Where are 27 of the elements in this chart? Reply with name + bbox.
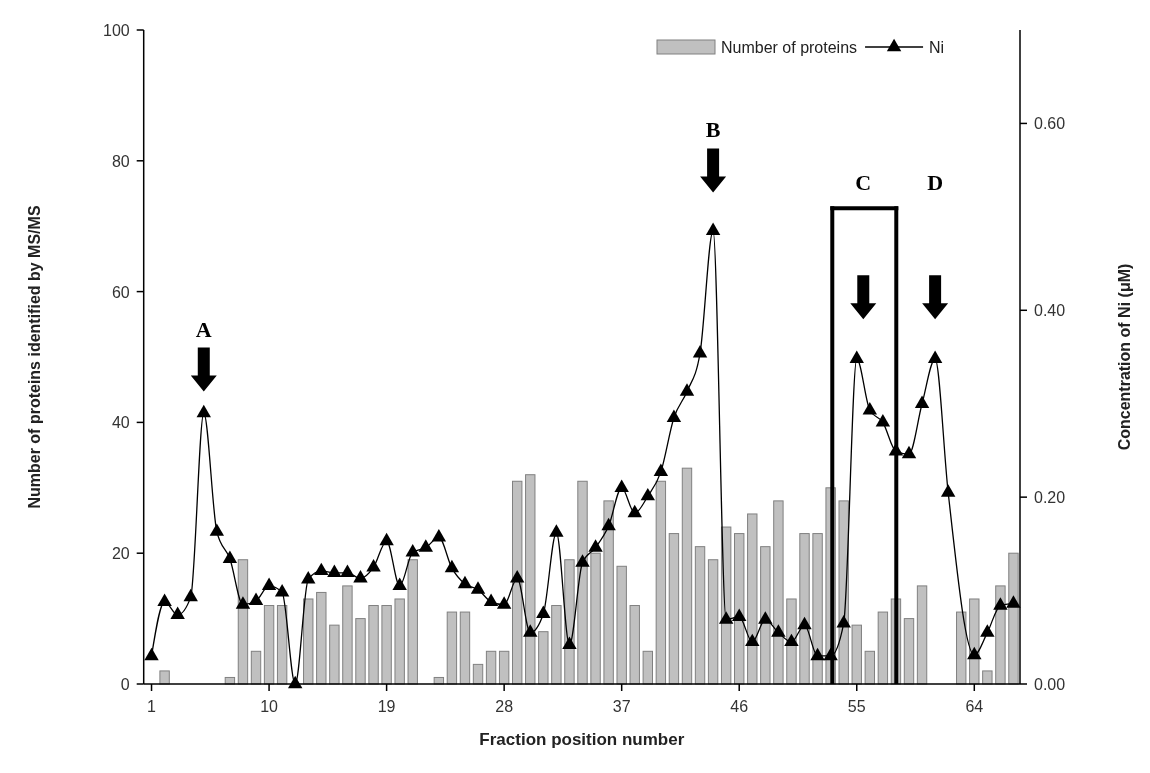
x-tick-label: 1 <box>147 698 157 715</box>
y-axis-title: Number of proteins identified by MS/MS <box>26 205 43 509</box>
x-axis-title: Fraction position number <box>479 730 685 749</box>
x-tick-label: 64 <box>965 698 984 715</box>
x-tick-label: 55 <box>847 698 866 715</box>
legend-label: Number of proteins <box>721 39 858 56</box>
annotation: A <box>195 317 212 343</box>
annotation: D <box>927 170 944 196</box>
y-tick-label: 60 <box>111 283 130 301</box>
annotation: C <box>855 170 872 196</box>
annotation: B <box>705 116 721 142</box>
x-tick-label: 10 <box>260 698 279 715</box>
x-tick-label: 37 <box>612 698 631 715</box>
x-tick-label: 28 <box>495 698 514 715</box>
y-tick-label: 100 <box>103 22 130 39</box>
y-tick-label: 80 <box>111 152 130 170</box>
y-tick-label: 20 <box>111 545 130 563</box>
y2-tick-label: 0.60 <box>1034 115 1066 133</box>
y2-axis-title: Concentration of Ni (μM) <box>1116 263 1133 451</box>
x-tick-label: 46 <box>730 698 749 715</box>
x-tick-label: 19 <box>377 698 396 715</box>
y2-tick-label: 0.40 <box>1034 302 1066 320</box>
y2-tick-label: 0.20 <box>1034 489 1066 507</box>
legend-label: Ni <box>929 39 945 56</box>
y2-tick-label: 0.00 <box>1034 676 1066 693</box>
y-tick-label: 40 <box>111 414 130 432</box>
y-tick-label: 0 <box>120 676 130 693</box>
